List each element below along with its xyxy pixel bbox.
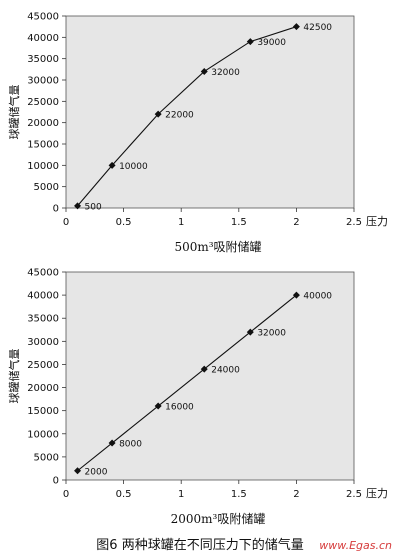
x-tick-label: 0.5 — [116, 217, 132, 228]
data-label: 40000 — [303, 292, 332, 302]
data-point — [246, 328, 254, 336]
y-tick-label: 5000 — [34, 452, 59, 463]
data-point — [154, 402, 162, 410]
data-point — [292, 23, 300, 31]
plot-area — [65, 15, 355, 209]
y-axis-label: 球罐储气量 — [7, 85, 21, 140]
series-line — [77, 294, 297, 472]
chart-subtitle: 500m³吸附储罐 — [174, 239, 261, 254]
x-axis-label: 压力 — [366, 215, 388, 228]
y-tick-label: 45000 — [27, 268, 59, 279]
y-tick-label: 35000 — [27, 54, 59, 65]
chart-2000m3: 0500010000150002000025000300003500040000… — [7, 268, 388, 527]
data-point — [154, 110, 162, 118]
x-tick-label: 0 — [63, 217, 69, 228]
x-tick-label: 1.5 — [231, 217, 247, 228]
chart-subtitle: 2000m³吸附储罐 — [171, 511, 266, 526]
data-label: 16000 — [165, 403, 194, 413]
y-tick-label: 10000 — [27, 161, 59, 172]
watermark: www.Egas.cn — [319, 539, 392, 552]
x-tick-label: 0 — [63, 489, 69, 500]
data-label: 2000 — [85, 467, 108, 477]
data-label: 10000 — [119, 162, 148, 172]
series-line — [77, 26, 297, 207]
y-tick-label: 0 — [53, 476, 59, 487]
x-tick-label: 0.5 — [116, 489, 132, 500]
data-point — [292, 291, 300, 299]
y-tick-label: 20000 — [27, 383, 59, 394]
x-tick-label: 2 — [293, 489, 299, 500]
data-label: 22000 — [165, 111, 194, 121]
data-point — [108, 161, 116, 169]
y-tick-label: 30000 — [27, 76, 59, 87]
data-label: 8000 — [119, 440, 142, 450]
data-label: 42500 — [303, 23, 332, 33]
y-tick-label: 20000 — [27, 118, 59, 129]
figure-title: 图6 两种球罐在不同压力下的储气量 — [96, 537, 303, 553]
y-tick-label: 30000 — [27, 337, 59, 348]
data-label: 39000 — [257, 38, 286, 48]
x-tick-label: 1 — [178, 489, 184, 500]
data-point — [108, 439, 116, 447]
y-tick-label: 40000 — [27, 291, 59, 302]
y-tick-label: 25000 — [27, 360, 59, 371]
y-tick-label: 40000 — [27, 33, 59, 44]
data-label: 500 — [85, 202, 102, 212]
x-tick-label: 2 — [293, 217, 299, 228]
data-point — [200, 365, 208, 373]
y-tick-label: 10000 — [27, 429, 59, 440]
x-tick-label: 2.5 — [346, 489, 362, 500]
y-tick-label: 25000 — [27, 97, 59, 108]
data-point — [74, 467, 82, 475]
y-tick-label: 45000 — [27, 12, 59, 23]
y-tick-label: 15000 — [27, 140, 59, 151]
x-tick-label: 2.5 — [346, 217, 362, 228]
x-tick-label: 1 — [178, 217, 184, 228]
chart-500m3: 0500010000150002000025000300003500040000… — [7, 12, 388, 255]
data-label: 24000 — [211, 366, 240, 376]
y-tick-label: 0 — [53, 204, 59, 215]
y-tick-label: 35000 — [27, 314, 59, 325]
data-label: 32000 — [211, 68, 240, 78]
data-point — [246, 38, 254, 46]
x-tick-label: 1.5 — [231, 489, 247, 500]
data-point — [200, 67, 208, 75]
y-axis-label: 球罐储气量 — [7, 349, 21, 404]
y-tick-label: 15000 — [27, 406, 59, 417]
plot-area — [65, 271, 355, 481]
data-label: 32000 — [257, 329, 286, 339]
data-point — [74, 202, 82, 210]
y-tick-label: 5000 — [34, 182, 59, 193]
x-axis-label: 压力 — [366, 487, 388, 500]
